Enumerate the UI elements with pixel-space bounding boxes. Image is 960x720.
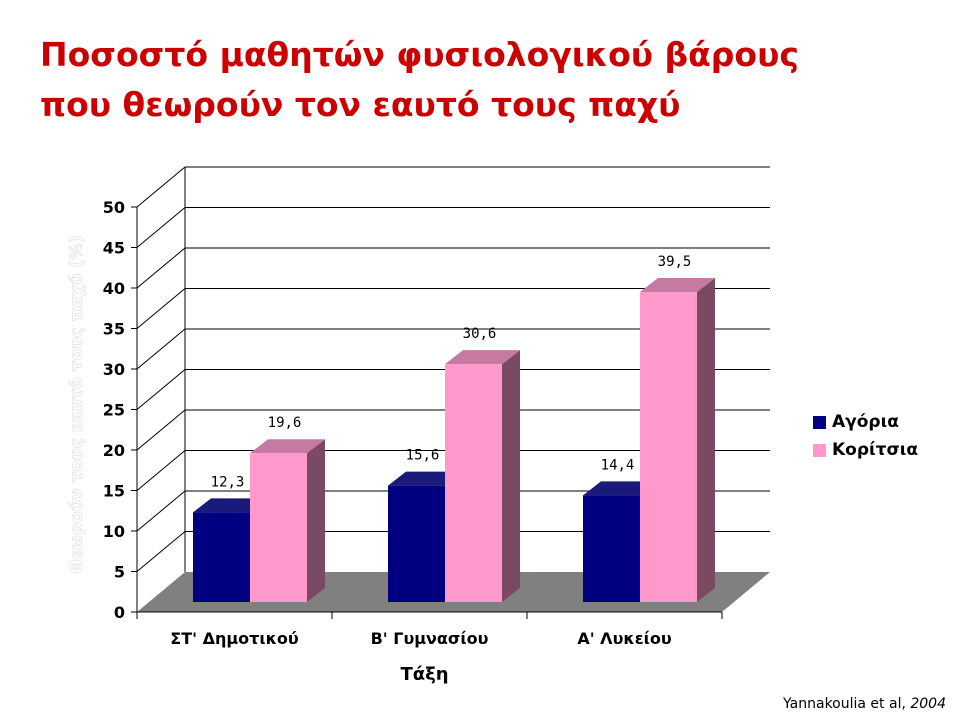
gridline-side [136,166,186,208]
data-label: 30,6 [463,326,497,342]
data-label: 39,5 [658,254,692,270]
y-tick-label: 20 [103,441,125,460]
bar-side [502,350,520,602]
y-tick-label: 40 [103,279,125,298]
gridline-side [136,288,186,329]
bar-top [250,439,325,454]
title-line-2: που θεωρούν τον εαυτό τους παχύ [40,85,681,124]
bar-top [583,481,658,496]
y-tick-label: 50 [103,198,125,217]
gridline-side [136,490,186,532]
y-tick-label: 15 [103,482,125,501]
data-label: 15,6 [406,448,440,464]
data-label: 19,6 [268,415,302,431]
x-tick-label: Β' Γυμνασίου [371,629,489,648]
title-line-1: Ποσοστό μαθητών φυσιολογικού βάρους [40,35,799,74]
citation: Yannakoulia et al, 2004 [783,696,946,712]
y-tick-label: 25 [103,401,125,420]
gridline-side [136,409,186,451]
bar-top [388,471,463,486]
page-title: Ποσοστό μαθητών φυσιολογικού βάρους που … [40,30,940,130]
bar-side [697,278,715,602]
legend-swatch-girls [813,443,826,457]
gridline-side [136,247,186,289]
gridline-side [136,369,186,410]
legend-label-girls: Κορίτσια [832,440,919,460]
gridline-side [136,531,186,572]
y-tick-label: 30 [103,360,125,379]
y-tick-label: 10 [103,522,125,541]
x-axis-title: Τάξη [400,664,448,685]
x-tick-label: ΣΤ' Δημοτικού [170,629,299,648]
legend-label-boys: Αγόρια [832,412,899,432]
bar [583,495,640,602]
citation-authors: Yannakoulia et al, [783,696,911,712]
data-label: 12,3 [211,474,245,490]
citation-year: 2004 [910,696,946,712]
legend-item-girls: Κορίτσια [813,436,918,464]
bar [445,364,502,602]
gridline-side [136,207,186,248]
bar [640,292,697,602]
legend-swatch-boys [813,415,826,429]
data-label: 14,4 [601,457,635,473]
bar-side [307,439,325,602]
gridline-side [136,328,186,370]
bar [250,453,307,602]
gridline-side [136,450,186,491]
y-tick-label: 5 [114,563,125,582]
bar-top [193,498,268,513]
legend-item-boys: Αγόρια [813,408,918,436]
bar-top [445,350,520,365]
bar [388,485,445,602]
y-tick-label: 35 [103,320,125,339]
bar [193,512,250,602]
bar-top [640,278,715,293]
y-axis-title: Θεωρούν τους εαυτό τους παχύ (%) [67,235,87,574]
y-tick-label: 0 [114,603,125,622]
y-tick-label: 45 [103,239,125,258]
legend: Αγόρια Κορίτσια [813,408,918,464]
x-tick-label: Α' Λυκείου [577,629,672,648]
